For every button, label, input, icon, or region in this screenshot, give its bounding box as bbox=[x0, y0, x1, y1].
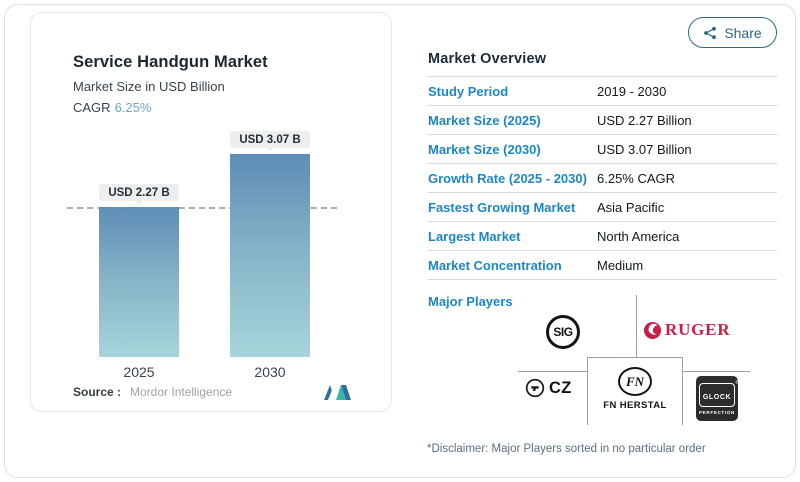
ruger-logo-text: RUGER bbox=[665, 320, 731, 339]
row-value: North America bbox=[597, 228, 680, 244]
bar-2025 bbox=[99, 207, 179, 357]
divider bbox=[427, 76, 777, 77]
connector-vertical-line bbox=[636, 295, 637, 357]
row-label: Market Concentration bbox=[428, 257, 562, 273]
row-label: Growth Rate (2025 - 2030) bbox=[428, 170, 587, 186]
source-row: Source : Mordor Intelligence bbox=[73, 382, 363, 402]
row-value: USD 3.07 Billion bbox=[597, 141, 692, 157]
table-row-market-size-2030: Market Size (2030) USD 3.07 Billion bbox=[427, 135, 777, 164]
sig-sauer-logo: SIG bbox=[546, 315, 580, 349]
table-row-fastest-growing-market: Fastest Growing Market Asia Pacific bbox=[427, 193, 777, 222]
glock-logo-text: GLOCK bbox=[702, 393, 732, 401]
market-chart-card: Service Handgun Market Market Size in US… bbox=[30, 12, 392, 412]
bar-value-label-2025: USD 2.27 B bbox=[99, 184, 179, 205]
sig-logo-text: SIG bbox=[553, 325, 573, 339]
chart-title: Service Handgun Market bbox=[73, 53, 268, 71]
glock-g-frame: GLOCK ® bbox=[698, 380, 739, 407]
major-players-logos: SIG RUGER FN FN HERSTAL bbox=[427, 290, 777, 440]
share-button[interactable]: Share bbox=[688, 17, 777, 48]
table-row-market-size-2025: Market Size (2025) USD 2.27 Billion bbox=[427, 106, 777, 135]
disclaimer-text: *Disclaimer: Major Players sorted in no … bbox=[427, 443, 706, 455]
share-button-label: Share bbox=[724, 24, 762, 41]
row-value: 2019 - 2030 bbox=[597, 83, 667, 99]
source-label: Source : bbox=[73, 385, 122, 399]
cz-logo: CZ bbox=[525, 378, 572, 398]
cz-logo-text: CZ bbox=[549, 378, 572, 397]
bar-value-label-2030: USD 3.07 B bbox=[230, 131, 310, 152]
row-label: Largest Market bbox=[428, 228, 521, 244]
table-row-market-concentration: Market Concentration Medium bbox=[427, 251, 777, 280]
ruger-logo: RUGER bbox=[643, 320, 730, 340]
glock-tagline: PERFECTION bbox=[698, 409, 735, 415]
overview-title: Market Overview bbox=[428, 51, 547, 67]
bar-2030 bbox=[230, 154, 310, 357]
share-icon bbox=[703, 26, 717, 40]
fn-herstal-logo-text: FN HERSTAL bbox=[603, 400, 667, 411]
cz-pistol-icon bbox=[525, 378, 545, 398]
fn-monogram-icon: FN bbox=[618, 367, 652, 396]
x-axis-label-2025: 2025 bbox=[123, 364, 155, 380]
row-label: Market Size (2025) bbox=[428, 112, 541, 128]
ruger-eagle-icon bbox=[643, 321, 662, 340]
table-row-largest-market: Largest Market North America bbox=[427, 222, 777, 251]
overview-table: Study Period 2019 - 2030 Market Size (20… bbox=[427, 77, 777, 280]
fn-herstal-box: FN FN HERSTAL bbox=[587, 357, 683, 425]
market-overview-section: Market Overview Study Period 2019 - 2030… bbox=[427, 45, 777, 465]
cagr-label: CAGR bbox=[73, 100, 111, 115]
fn-monogram-text: FN bbox=[625, 373, 645, 389]
row-label: Market Size (2030) bbox=[428, 141, 541, 157]
row-label: Fastest Growing Market bbox=[428, 199, 576, 215]
row-value: Medium bbox=[597, 257, 644, 273]
major-players-label: Major Players bbox=[428, 294, 513, 309]
cagr-value: 6.25% bbox=[114, 100, 152, 115]
x-axis-label-2030: 2030 bbox=[254, 364, 286, 380]
row-value: 6.25% CAGR bbox=[597, 170, 676, 186]
chart-subtitle: Market Size in USD Billion bbox=[73, 79, 225, 94]
source-value: Mordor Intelligence bbox=[130, 385, 233, 399]
table-row-study-period: Study Period 2019 - 2030 bbox=[427, 77, 777, 106]
table-row-growth-rate: Growth Rate (2025 - 2030) 6.25% CAGR bbox=[427, 164, 777, 193]
row-label: Study Period bbox=[428, 83, 509, 99]
reference-dashed-line bbox=[67, 207, 337, 209]
chart-cagr-line: CAGR 6.25% bbox=[73, 100, 151, 115]
row-value: USD 2.27 Billion bbox=[597, 112, 692, 128]
registered-trademark-icon: ® bbox=[735, 379, 740, 386]
glock-logo: GLOCK ® PERFECTION bbox=[696, 376, 739, 421]
outer-card bbox=[4, 4, 796, 478]
mordor-intelligence-logo-icon bbox=[324, 384, 352, 401]
row-value: Asia Pacific bbox=[597, 199, 665, 215]
